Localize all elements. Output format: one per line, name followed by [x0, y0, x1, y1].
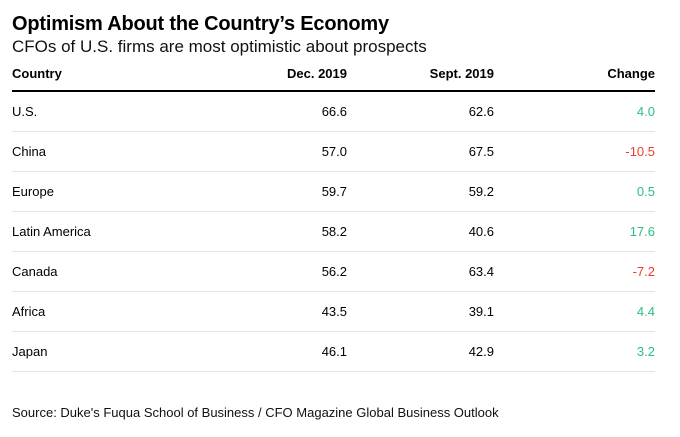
- cell-country: Canada: [12, 251, 212, 292]
- cell-dec-2019: 56.2: [212, 251, 347, 292]
- table-row: Latin America 58.2 40.6 17.6: [12, 211, 655, 252]
- cell-dec-2019: 46.1: [212, 331, 347, 372]
- cell-country: U.S.: [12, 91, 212, 132]
- cell-dec-2019: 43.5: [212, 291, 347, 332]
- table-row: Japan 46.1 42.9 3.2: [12, 331, 655, 372]
- cell-dec-2019: 58.2: [212, 211, 347, 252]
- chart-container: Optimism About the Country’s Economy CFO…: [12, 12, 655, 372]
- source-note: Source: Duke's Fuqua School of Business …: [12, 405, 499, 420]
- column-header-dec-2019: Dec. 2019: [212, 64, 347, 92]
- column-header-change: Change: [494, 64, 655, 92]
- cell-dec-2019: 57.0: [212, 131, 347, 172]
- cell-change: 17.6: [494, 211, 655, 252]
- table-row: Africa 43.5 39.1 4.4: [12, 291, 655, 332]
- column-header-sept-2019: Sept. 2019: [347, 64, 494, 92]
- table-row: China 57.0 67.5 -10.5: [12, 131, 655, 172]
- table-row: U.S. 66.6 62.6 4.0: [12, 91, 655, 132]
- table-body: U.S. 66.6 62.6 4.0 China 57.0 67.5 -10.5 Europe 5…: [12, 91, 655, 372]
- table-header-row: Country Dec. 2019 Sept. 2019 Change: [12, 64, 655, 92]
- cell-sept-2019: 40.6: [347, 211, 494, 252]
- cell-change: -10.5: [494, 131, 655, 172]
- cell-country: Japan: [12, 331, 212, 372]
- cell-dec-2019: 66.6: [212, 91, 347, 132]
- cell-country: Africa: [12, 291, 212, 332]
- cell-sept-2019: 39.1: [347, 291, 494, 332]
- chart-title: Optimism About the Country’s Economy: [12, 13, 389, 35]
- cell-change: 3.2: [494, 331, 655, 372]
- cell-change: 4.4: [494, 291, 655, 332]
- cell-country: Europe: [12, 171, 212, 212]
- cell-country: Latin America: [12, 211, 212, 252]
- cell-sept-2019: 42.9: [347, 331, 494, 372]
- cell-change: 0.5: [494, 171, 655, 212]
- cell-change: -7.2: [494, 251, 655, 292]
- cell-sept-2019: 59.2: [347, 171, 494, 212]
- chart-subtitle: CFOs of U.S. firms are most optimistic a…: [12, 37, 427, 56]
- cell-sept-2019: 67.5: [347, 131, 494, 172]
- cell-change: 4.0: [494, 91, 655, 132]
- table-row: Europe 59.7 59.2 0.5: [12, 171, 655, 212]
- data-table: Country Dec. 2019 Sept. 2019 Change U.S.…: [12, 64, 655, 372]
- cell-dec-2019: 59.7: [212, 171, 347, 212]
- column-header-country: Country: [12, 64, 212, 92]
- table-row: Canada 56.2 63.4 -7.2: [12, 251, 655, 292]
- cell-country: China: [12, 131, 212, 172]
- cell-sept-2019: 62.6: [347, 91, 494, 132]
- cell-sept-2019: 63.4: [347, 251, 494, 292]
